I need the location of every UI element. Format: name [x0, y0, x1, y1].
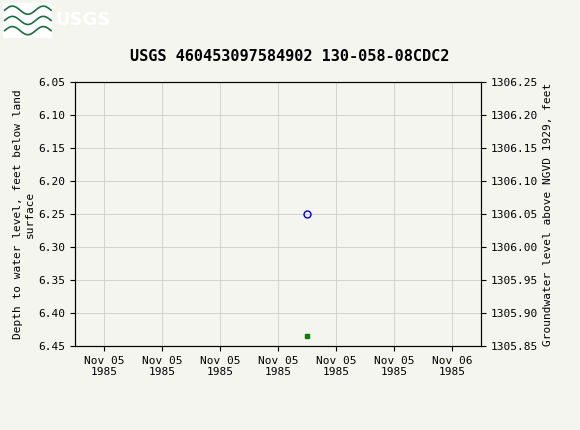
Y-axis label: Groundwater level above NGVD 1929, feet: Groundwater level above NGVD 1929, feet: [542, 82, 553, 346]
Bar: [3, 3, 52, 37]
Text: USGS: USGS: [55, 12, 110, 29]
Y-axis label: Depth to water level, feet below land
surface: Depth to water level, feet below land su…: [13, 89, 35, 339]
Text: USGS 460453097584902 130-058-08CDC2: USGS 460453097584902 130-058-08CDC2: [130, 49, 450, 64]
